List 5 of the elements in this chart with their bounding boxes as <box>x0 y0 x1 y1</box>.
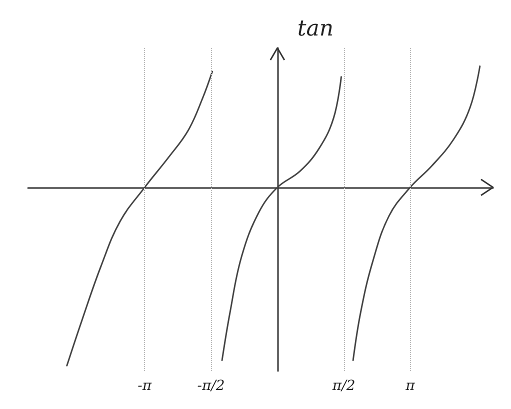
y-axis-title: tan <box>297 16 334 42</box>
x-tick-label: -π/2 <box>197 378 225 394</box>
x-tick-label: π <box>404 378 416 394</box>
x-tick-label: -π <box>138 378 152 394</box>
x-tick-label: π/2 <box>331 378 356 394</box>
